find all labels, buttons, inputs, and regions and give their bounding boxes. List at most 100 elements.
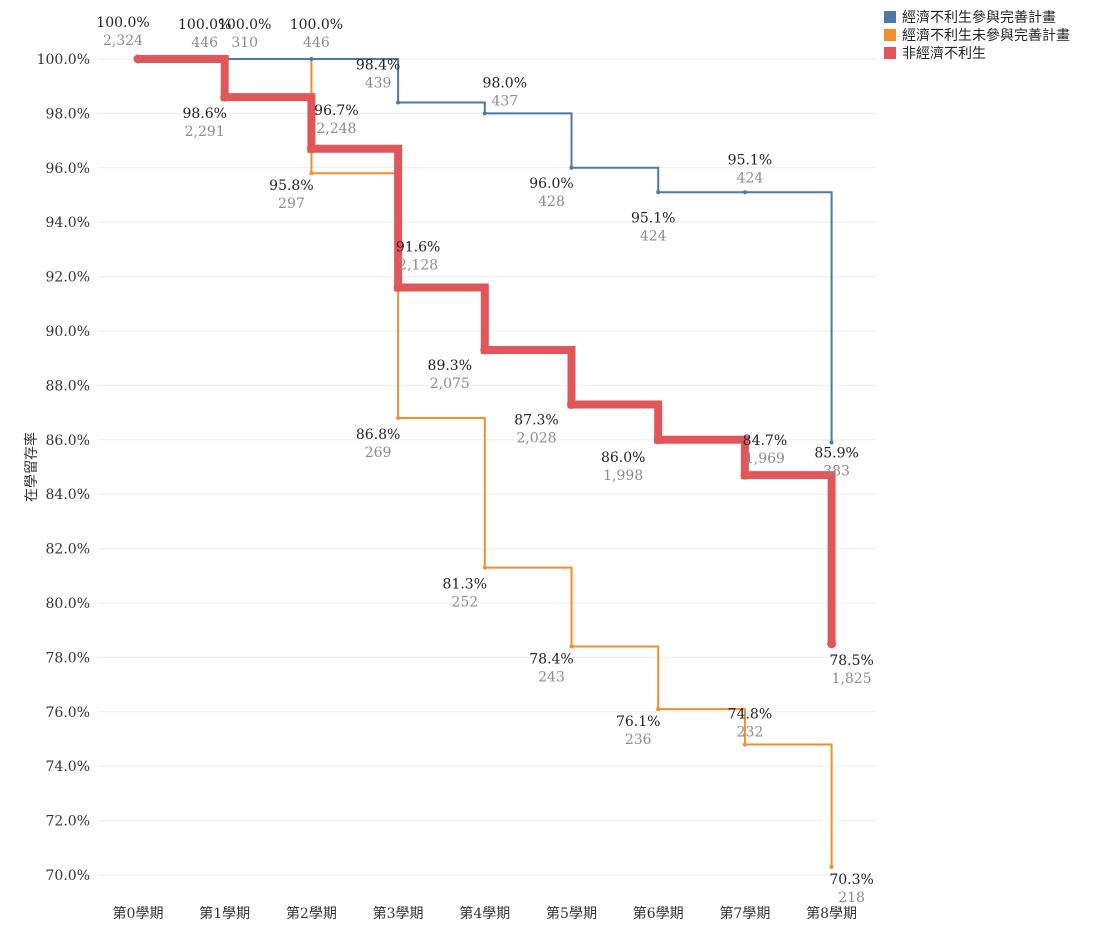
legend-swatch[interactable] — [884, 29, 896, 41]
data-point — [482, 111, 487, 116]
count-label: 446 — [303, 35, 330, 51]
x-tick-label: 第1學期 — [199, 905, 250, 922]
value-label: 78.5% — [829, 653, 873, 669]
count-label: 2,075 — [430, 376, 470, 392]
count-label: 2,028 — [516, 430, 556, 446]
count-label: 383 — [823, 464, 850, 480]
value-label: 95.1% — [728, 152, 772, 168]
legend-label[interactable]: 非經濟不利生 — [902, 46, 986, 62]
value-label: 76.1% — [616, 714, 660, 730]
data-point — [740, 470, 750, 480]
data-point — [393, 282, 403, 292]
series-lines — [133, 54, 837, 869]
y-tick-label: 90.0% — [46, 324, 90, 340]
y-tick-label: 86.0% — [46, 433, 90, 449]
data-point — [133, 54, 143, 64]
x-tick-label: 第6學期 — [633, 905, 684, 922]
count-label: 252 — [451, 595, 478, 611]
series-line — [137, 58, 833, 444]
data-point — [569, 644, 574, 649]
value-label: 100.0% — [178, 17, 231, 33]
count-label: 243 — [538, 670, 565, 686]
count-label: 2,291 — [185, 124, 225, 140]
x-tick-label: 第5學期 — [546, 905, 597, 922]
count-label: 428 — [538, 194, 565, 210]
value-label: 87.3% — [514, 412, 558, 428]
x-tick-label: 第0學期 — [113, 905, 164, 922]
x-axis-ticks: 第0學期 第1學期 第2學期 第3學期 第4學期 第5學期 第6學期 第7學期 第8學期 — [113, 905, 858, 922]
y-tick-label: 78.0% — [46, 650, 90, 666]
y-tick-label: 88.0% — [46, 378, 90, 394]
value-label: 85.9% — [814, 446, 858, 462]
count-label: 2,248 — [316, 121, 356, 137]
y-tick-label: 92.0% — [46, 270, 90, 286]
data-point — [827, 639, 837, 649]
legend-swatch[interactable] — [884, 47, 896, 59]
y-axis-label: 在學留存率 — [23, 432, 40, 502]
data-point — [829, 864, 834, 869]
legend-swatch[interactable] — [884, 11, 896, 23]
y-tick-label: 80.0% — [46, 596, 90, 612]
value-label: 81.3% — [443, 577, 487, 593]
data-point — [569, 165, 574, 170]
value-label: 91.6% — [396, 239, 440, 255]
count-label: 297 — [278, 196, 305, 212]
count-label: 1,969 — [745, 451, 785, 467]
value-label: 96.0% — [529, 176, 573, 192]
series-line — [137, 58, 833, 868]
y-tick-label: 76.0% — [46, 705, 90, 721]
data-point — [742, 742, 747, 747]
data-point — [567, 399, 576, 409]
legend-label[interactable]: 經濟不利生參與完善計畫 — [902, 10, 1056, 26]
value-label: 98.6% — [182, 106, 226, 122]
value-label: 86.8% — [356, 427, 400, 443]
data-point — [656, 707, 661, 712]
data-point — [396, 100, 401, 105]
y-axis-ticks: 70.0% 72.0% 74.0% 76.0% 78.0% 80.0% 82.0% 84.0%… — [37, 52, 90, 884]
count-label: 236 — [625, 732, 652, 748]
value-label: 74.8% — [728, 706, 772, 722]
y-tick-label: 72.0% — [46, 814, 90, 830]
count-label: 437 — [491, 93, 518, 109]
data-point — [482, 565, 487, 570]
y-tick-label: 94.0% — [46, 215, 90, 231]
count-label: 424 — [640, 228, 667, 244]
value-label: 100.0% — [290, 17, 343, 33]
value-label: 96.7% — [314, 103, 358, 119]
count-label: 218 — [838, 890, 865, 906]
data-point — [829, 440, 834, 445]
count-label: 2,128 — [398, 257, 438, 273]
value-label: 98.0% — [483, 75, 527, 91]
data-point — [309, 57, 314, 61]
y-tick-label: 96.0% — [46, 161, 90, 177]
x-tick-label: 第4學期 — [459, 905, 510, 922]
value-label: 89.3% — [428, 358, 472, 374]
legend-label[interactable]: 經濟不利生未參與完善計畫 — [902, 28, 1070, 44]
count-label: 269 — [365, 445, 392, 461]
data-point — [742, 190, 747, 195]
value-label: 78.4% — [529, 652, 573, 668]
x-tick-label: 第3學期 — [373, 905, 424, 922]
x-tick-label: 第7學期 — [719, 905, 770, 922]
count-label: 232 — [737, 724, 764, 740]
data-point — [220, 92, 230, 102]
y-tick-label: 70.0% — [46, 868, 90, 884]
count-label: 2,324 — [103, 33, 143, 49]
grid-lines — [98, 58, 876, 876]
data-point — [653, 435, 663, 445]
value-label: 98.4% — [356, 58, 400, 74]
y-tick-label: 98.0% — [46, 106, 90, 122]
value-label: 86.0% — [601, 450, 645, 466]
count-label: 1,825 — [832, 671, 872, 687]
data-point — [309, 171, 314, 176]
data-point — [396, 416, 401, 421]
value-label: 100.0% — [218, 17, 271, 33]
y-tick-label: 100.0% — [37, 52, 90, 68]
y-tick-label: 84.0% — [46, 487, 90, 503]
y-tick-label: 82.0% — [46, 542, 90, 558]
count-label: 446 — [191, 35, 218, 51]
y-tick-label: 74.0% — [46, 759, 90, 775]
